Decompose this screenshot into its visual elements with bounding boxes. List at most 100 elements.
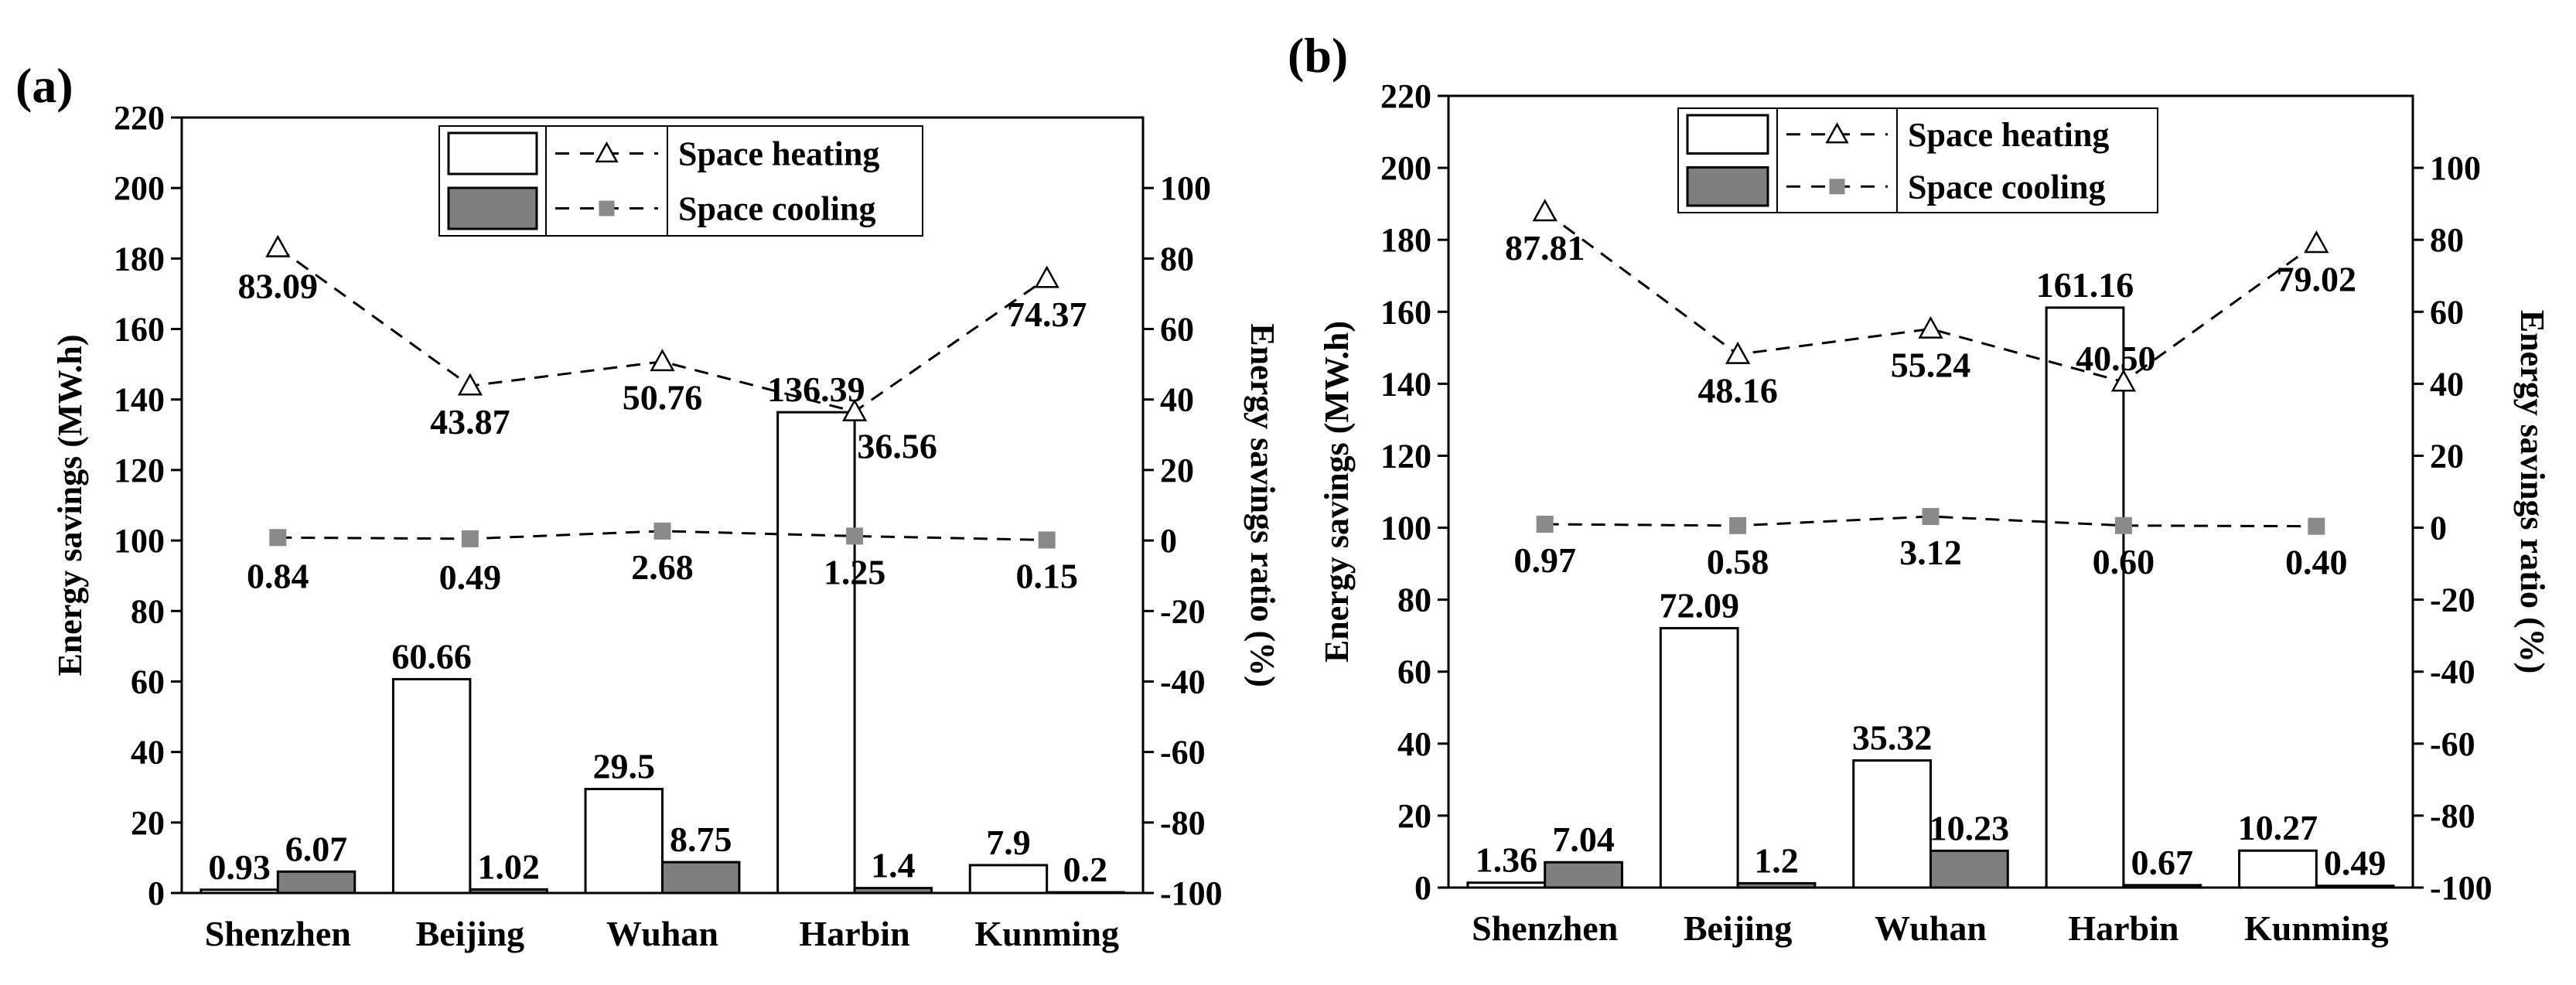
right-tick-label: -20 — [2430, 581, 2475, 619]
heating-ratio-marker — [2304, 230, 2329, 254]
category-label: Kunming — [974, 914, 1119, 953]
category-label: Wuhan — [606, 914, 718, 953]
right-tick-label: 100 — [1160, 169, 1211, 207]
cooling-ratio-value: 0.49 — [439, 557, 502, 597]
heating-bar-value: 0.93 — [208, 847, 271, 887]
right-tick-label: -40 — [2430, 653, 2475, 691]
legend: Space heating Space cooling — [438, 125, 923, 237]
right-tick-label: 40 — [1160, 381, 1194, 419]
cooling-ratio-value: 0.60 — [2093, 542, 2155, 581]
heating-bar-value: 136.39 — [767, 370, 865, 409]
heating-ratio-marker — [1725, 341, 1751, 364]
left-tick-label: 180 — [1380, 221, 1431, 259]
cooling-ratio-value: 0.40 — [2285, 543, 2348, 582]
left-tick-label: 180 — [114, 240, 165, 278]
left-tick-label: 0 — [148, 874, 165, 912]
heating-bar-value: 10.27 — [2238, 808, 2318, 847]
heating-bar-value: 161.16 — [2036, 265, 2134, 305]
heating-ratio-value: 36.56 — [857, 426, 937, 465]
legend-heating-marker — [1825, 122, 1849, 144]
chart-panel-b: (b)020406080100120140160180200220-100-80… — [1288, 28, 2551, 948]
cooling-bar — [1736, 881, 1817, 889]
cooling-bar — [661, 861, 741, 895]
heating-ratio-marker — [1532, 199, 1558, 222]
cooling-bar — [2122, 884, 2202, 889]
category-label: Wuhan — [1875, 908, 1987, 948]
cooling-bar-value: 0.49 — [2324, 844, 2387, 883]
cooling-bar-value: 7.04 — [1552, 820, 1615, 859]
cooling-bar-value: 8.75 — [670, 820, 732, 859]
cooling-ratio-value: 2.68 — [631, 547, 694, 587]
left-tick-label: 160 — [1380, 293, 1431, 331]
left-tick-label: 100 — [114, 522, 165, 560]
y-axis-title: Energy savings (MW.h) — [51, 334, 89, 676]
left-tick-label: 0 — [1414, 869, 1431, 907]
left-tick-label: 80 — [1397, 581, 1431, 619]
cooling-bar-value: 1.2 — [1754, 840, 1799, 880]
y2-axis-title: Energy savings ratio (%) — [1244, 323, 1281, 687]
category-label: Shenzhen — [1472, 908, 1618, 948]
heating-ratio-marker — [2110, 369, 2137, 392]
heating-bar — [200, 888, 279, 895]
cooling-bar-value: 0.2 — [1063, 850, 1108, 889]
heating-ratio-marker — [1918, 315, 1943, 339]
heating-ratio-marker — [265, 234, 291, 257]
cooling-bar — [276, 870, 357, 895]
cooling-bar-value: 6.07 — [285, 829, 348, 868]
left-tick-label: 100 — [1380, 510, 1431, 547]
panel-letter: (a) — [15, 58, 73, 113]
heating-ratio-marker — [841, 398, 868, 421]
chart-panel-a: (a)020406080100120140160180200220-100-80… — [15, 58, 1281, 953]
cooling-ratio-marker — [269, 529, 287, 547]
cooling-bar — [1929, 849, 2009, 889]
left-tick-label: 220 — [1380, 77, 1431, 115]
left-tick-label: 220 — [114, 99, 165, 137]
left-tick-label: 120 — [114, 452, 165, 489]
cooling-ratio-marker — [1038, 531, 1056, 549]
heating-bar — [1466, 881, 1547, 889]
left-tick-label: 140 — [1380, 365, 1431, 403]
category-label: Beijing — [1684, 908, 1793, 948]
cooling-ratio-value: 0.84 — [247, 556, 309, 595]
cooling-bar — [2315, 884, 2395, 889]
heating-ratio-marker — [650, 349, 675, 372]
heating-ratio-value: 83.09 — [238, 266, 319, 305]
heating-bar — [1659, 626, 1739, 889]
cooling-ratio-value: 0.58 — [1707, 542, 1769, 581]
legend-cooling-label: Space cooling — [678, 190, 875, 228]
heating-ratio-marker — [457, 373, 483, 396]
right-tick-label: 20 — [1160, 452, 1194, 489]
cooling-bar-value: 0.67 — [2131, 843, 2194, 882]
heating-bar-value: 1.36 — [1476, 840, 1538, 880]
left-tick-label: 20 — [1397, 797, 1431, 835]
heating-bar-value: 72.09 — [1659, 585, 1739, 625]
legend-heating-bar-swatch — [447, 131, 538, 176]
legend-cooling-label: Space cooling — [1908, 168, 2105, 206]
cooling-ratio-marker — [1729, 516, 1747, 534]
left-tick-label: 20 — [131, 804, 165, 842]
legend-heating-bar-swatch — [1686, 114, 1769, 155]
legend-cooling-bar-swatch — [1686, 166, 1769, 207]
left-tick-label: 120 — [1380, 437, 1431, 475]
cooling-bar — [1544, 861, 1623, 889]
heating-bar — [968, 864, 1049, 895]
category-label: Harbin — [2068, 908, 2179, 948]
heating-ratio-value: 43.87 — [430, 402, 510, 441]
heating-ratio-marker — [1034, 265, 1059, 288]
right-tick-label: 40 — [2430, 365, 2464, 403]
right-tick-label: -20 — [1160, 592, 1206, 630]
left-tick-label: 80 — [131, 592, 165, 630]
heating-bar-value: 7.9 — [986, 823, 1031, 862]
heating-ratio-value: 87.81 — [1505, 228, 1585, 268]
category-label: Kunming — [2244, 908, 2389, 948]
left-tick-label: 140 — [114, 381, 165, 419]
heating-bar — [1852, 759, 1932, 889]
heating-ratio-value: 48.16 — [1697, 370, 1778, 410]
cooling-bar-value: 1.02 — [477, 847, 540, 886]
left-tick-label: 200 — [114, 169, 165, 207]
heating-bar — [2045, 306, 2125, 889]
y2-axis-title: Energy savings ratio (%) — [2513, 310, 2551, 674]
right-tick-label: -60 — [2430, 725, 2475, 763]
panel-letter: (b) — [1288, 28, 1348, 83]
right-tick-label: 0 — [2430, 510, 2447, 547]
